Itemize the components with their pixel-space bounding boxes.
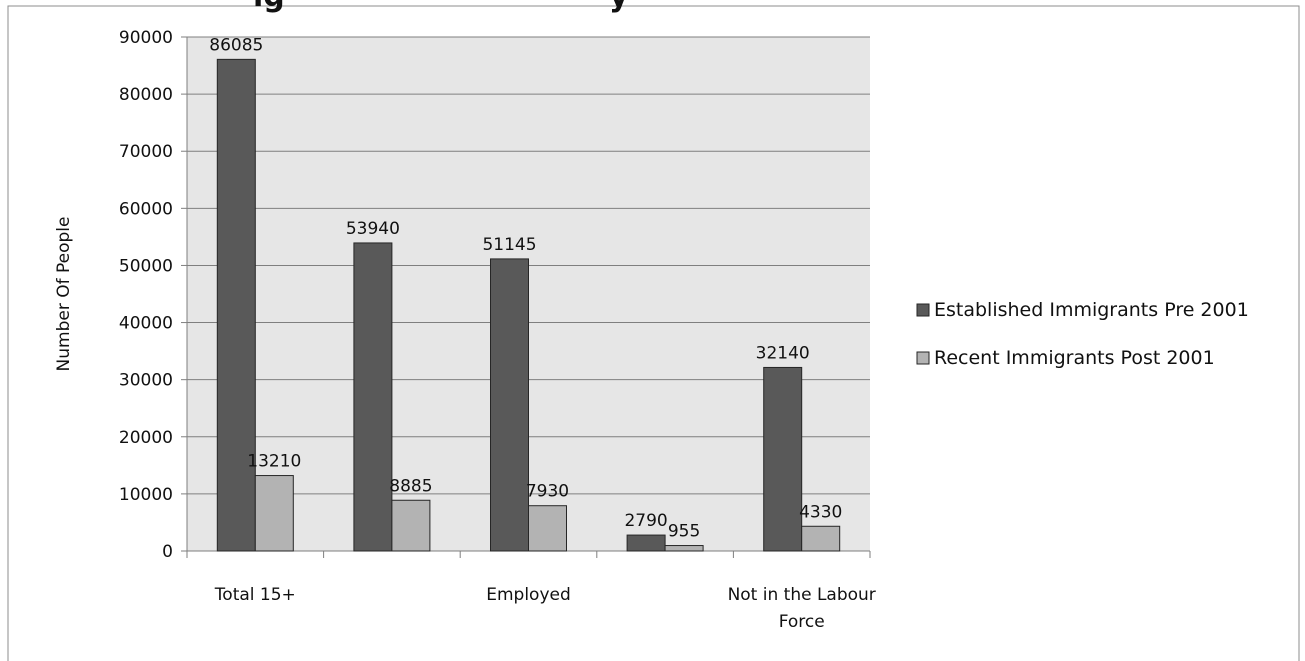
y-tick-label: 40000 (119, 314, 173, 334)
legend-label: Established Immigrants Pre 2001 (934, 299, 1249, 321)
y-axis-label: Number Of People (54, 217, 74, 372)
bar-recent (664, 545, 704, 552)
y-tick-label: 20000 (119, 428, 173, 448)
bar-recent (391, 499, 431, 552)
x-tick-label: Total 15+ (214, 585, 296, 605)
bar-established (626, 534, 666, 552)
data-label: 86085 (209, 35, 263, 55)
legend-label: Recent Immigrants Post 2001 (934, 347, 1215, 369)
data-label: 8885 (389, 476, 432, 496)
data-label: 53940 (346, 219, 400, 239)
bar-established (490, 258, 529, 552)
data-label: 32140 (756, 343, 810, 363)
bar-recent (254, 475, 294, 552)
y-tick-label: 0 (162, 542, 173, 562)
y-tick-label: 10000 (119, 485, 173, 505)
data-label: 2790 (624, 511, 667, 531)
legend-swatch (916, 303, 930, 317)
chart-frame (7, 5, 1300, 661)
bar-established (763, 366, 803, 552)
data-label: 955 (668, 522, 700, 542)
data-label: 7930 (526, 482, 569, 502)
x-tick-label: Force (779, 612, 825, 632)
y-tick-label: 60000 (119, 199, 173, 219)
data-label: 4330 (799, 502, 842, 522)
title-fragment-right: y (609, 0, 629, 14)
bar-recent (528, 505, 567, 552)
title-fragment-left: ig (253, 0, 285, 14)
y-tick-label: 50000 (119, 256, 173, 276)
y-tick-label: 80000 (119, 85, 173, 105)
y-tick-label: 70000 (119, 142, 173, 162)
x-tick-label: Employed (486, 585, 571, 605)
bar-established (216, 58, 256, 552)
y-tick-label: 90000 (119, 28, 173, 48)
data-label: 51145 (482, 235, 536, 255)
x-tick-label: Not in the Labour (728, 585, 876, 605)
legend-swatch (916, 351, 930, 365)
data-label: 13210 (247, 452, 301, 472)
y-tick-label: 30000 (119, 371, 173, 391)
bar-established (353, 242, 393, 552)
bar-recent (801, 525, 841, 552)
